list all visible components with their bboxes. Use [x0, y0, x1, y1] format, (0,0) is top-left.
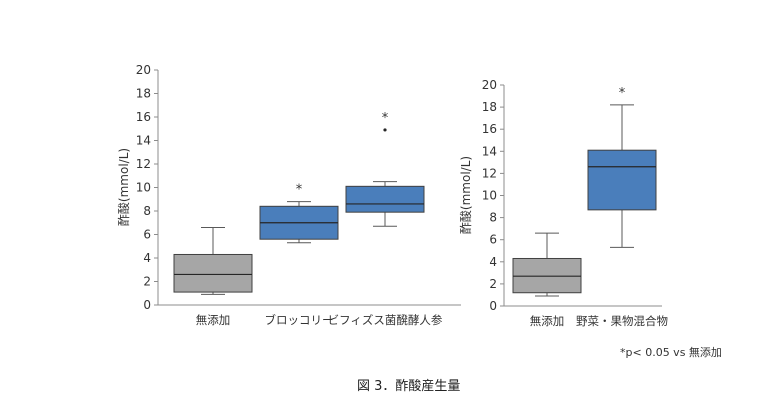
- figure-caption: 図 3．酢酸産生量: [357, 379, 461, 394]
- y-tick-label: 8: [143, 204, 151, 218]
- y-tick-label: 4: [143, 251, 151, 265]
- y-tick-label: 6: [143, 228, 151, 242]
- significance-marker: *: [619, 86, 626, 101]
- y-tick-label: 6: [489, 233, 497, 247]
- outlier-point: [383, 128, 387, 132]
- significance-marker: *: [296, 183, 303, 198]
- y-tick-label: 10: [136, 181, 151, 195]
- y-axis-label: 酢酸(mmol/L): [116, 148, 131, 226]
- category-label: ブロッコリー: [265, 313, 334, 327]
- y-tick-label: 18: [482, 100, 497, 114]
- y-tick-label: 16: [482, 122, 497, 136]
- y-tick-label: 20: [482, 78, 497, 92]
- significance-footnote: *p< 0.05 vs 無添加: [620, 346, 722, 359]
- y-tick-label: 4: [489, 255, 497, 269]
- chart-right: 0 2 4 6 8 10 12 14 16 18 20 酢酸(mmol/L) 無添加 * 野菜・果物混合物: [458, 78, 668, 328]
- y-tick-label: 0: [143, 298, 151, 312]
- y-tick-label: 2: [489, 277, 497, 291]
- chart-left: 0 2 4 6 8 10 12 14 16 18 20 酢酸(mmol/L) 無添加 * ブロッコリー * ビフ…: [116, 63, 461, 327]
- y-tick-label: 2: [143, 275, 151, 289]
- y-tick-label: 18: [136, 87, 151, 101]
- box-iqr: [173, 253, 253, 293]
- y-axis-label: 酢酸(mmol/L): [458, 156, 473, 234]
- y-tick-label: 0: [489, 299, 497, 313]
- y-tick-label: 12: [482, 166, 497, 180]
- category-label: 無添加: [196, 313, 231, 327]
- y-tick-label: 14: [482, 144, 497, 158]
- y-tick-label: 10: [482, 189, 497, 203]
- y-tick-label: 12: [136, 157, 151, 171]
- category-label: ビフィズス菌醗酵人参: [328, 313, 443, 327]
- box-iqr: [345, 185, 425, 213]
- category-label: 無添加: [530, 314, 565, 328]
- y-tick-label: 14: [136, 134, 151, 148]
- significance-marker: *: [382, 111, 389, 126]
- box-iqr: [587, 149, 657, 211]
- category-label: 野菜・果物混合物: [576, 314, 668, 328]
- y-tick-label: 20: [136, 63, 151, 77]
- y-tick-label: 8: [489, 211, 497, 225]
- y-tick-label: 16: [136, 110, 151, 124]
